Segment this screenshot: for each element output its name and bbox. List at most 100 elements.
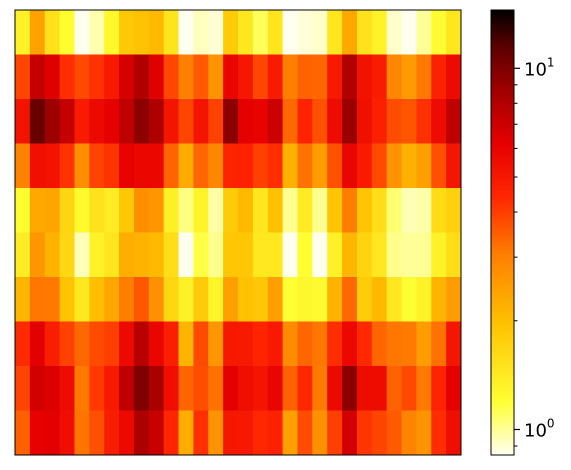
heatmap-cell [208,277,224,322]
heatmap-cell [356,410,373,456]
heatmap-cell [446,54,462,100]
heatmap-cell [238,99,254,144]
heatmap-cell [238,232,254,278]
heatmap-cell [15,10,31,55]
heatmap-cell [371,10,388,55]
heatmap-cell [431,321,447,367]
heatmap-cell [356,366,373,411]
heatmap-cell [342,366,358,411]
heatmap-cell [371,188,388,233]
heatmap-cell [193,366,209,411]
heatmap-cell [401,99,417,144]
heatmap-cell [89,321,105,367]
heatmap-cell [104,232,120,278]
heatmap-cell [371,277,388,322]
heatmap-cell [431,99,447,144]
heatmap-cell [104,54,120,100]
heatmap-cell [446,99,462,144]
heatmap-cell [208,410,224,456]
heatmap-cell [29,410,46,456]
colorbar: 100 101 [490,9,555,456]
heatmap-cell [252,232,269,278]
heatmap-cell [267,10,284,55]
heatmap-cell [356,232,373,278]
heatmap-cell [252,10,269,55]
heatmap-cell [74,99,90,144]
heatmap-cell [327,366,343,411]
heatmap-cell [104,143,120,189]
heatmap-cell [89,99,105,144]
heatmap-cell [148,232,165,278]
heatmap-cell [104,99,120,144]
heatmap-cell [446,232,462,278]
heatmap-cell [416,277,432,322]
heatmap-cell [416,232,432,278]
heatmap-cell [163,321,180,367]
heatmap-cell [193,10,209,55]
heatmap-cell [282,232,298,278]
heatmap-cell [44,321,61,367]
heatmap-cell [29,143,46,189]
heatmap-cell [74,410,90,456]
heatmap-cell [446,277,462,322]
heatmap-cell [208,143,224,189]
heatmap-cell [119,10,135,55]
heatmap-cell [208,99,224,144]
heatmap-cell [59,410,75,456]
heatmap-cell [431,54,447,100]
heatmap-cell [431,188,447,233]
heatmap-cell [267,232,284,278]
heatmap-cell [386,10,403,55]
heatmap-cell [74,232,90,278]
heatmap-cell [401,188,417,233]
heatmap-cell [238,188,254,233]
heatmap-cell [15,232,31,278]
heatmap-cell [119,188,135,233]
heatmap-cell [44,366,61,411]
heatmap-cell [163,99,180,144]
heatmap-cell [29,321,46,367]
heatmap-cell [416,410,432,456]
heatmap-cell [193,277,209,322]
heatmap-cell [267,188,284,233]
heatmap-cell [446,410,462,456]
heatmap-cell [282,188,298,233]
heatmap-cell [312,54,328,100]
heatmap-cell [386,232,403,278]
heatmap-cell [282,99,298,144]
heatmap-cell [327,277,343,322]
heatmap-cell [133,277,150,322]
heatmap-cell [297,10,313,55]
heatmap-cell [223,54,239,100]
heatmap-cell [193,321,209,367]
heatmap-cell [178,366,194,411]
heatmap-cell [267,99,284,144]
heatmap-cell [431,232,447,278]
heatmap-cell [29,232,46,278]
colorbar-tick-label: 100 [524,417,555,442]
heatmap-cell [327,10,343,55]
heatmap-cell [416,366,432,411]
heatmap-cell [312,99,328,144]
heatmap-cell [223,10,239,55]
heatmap-cell [386,277,403,322]
heatmap-cell [163,188,180,233]
heatmap-cell [252,143,269,189]
heatmap-cell [342,321,358,367]
heatmap-cell [446,321,462,367]
heatmap-cell [89,410,105,456]
heatmap-cell [416,99,432,144]
heatmap-cell [282,277,298,322]
heatmap-cell [327,99,343,144]
heatmap-cell [148,277,165,322]
heatmap-cell [267,410,284,456]
heatmap-cell [29,366,46,411]
heatmap-cell [104,188,120,233]
heatmap-cell [342,410,358,456]
heatmap-cell [178,410,194,456]
heatmap-cell [29,10,46,55]
heatmap-cell [133,410,150,456]
heatmap-cell [223,366,239,411]
heatmap-cell [59,188,75,233]
